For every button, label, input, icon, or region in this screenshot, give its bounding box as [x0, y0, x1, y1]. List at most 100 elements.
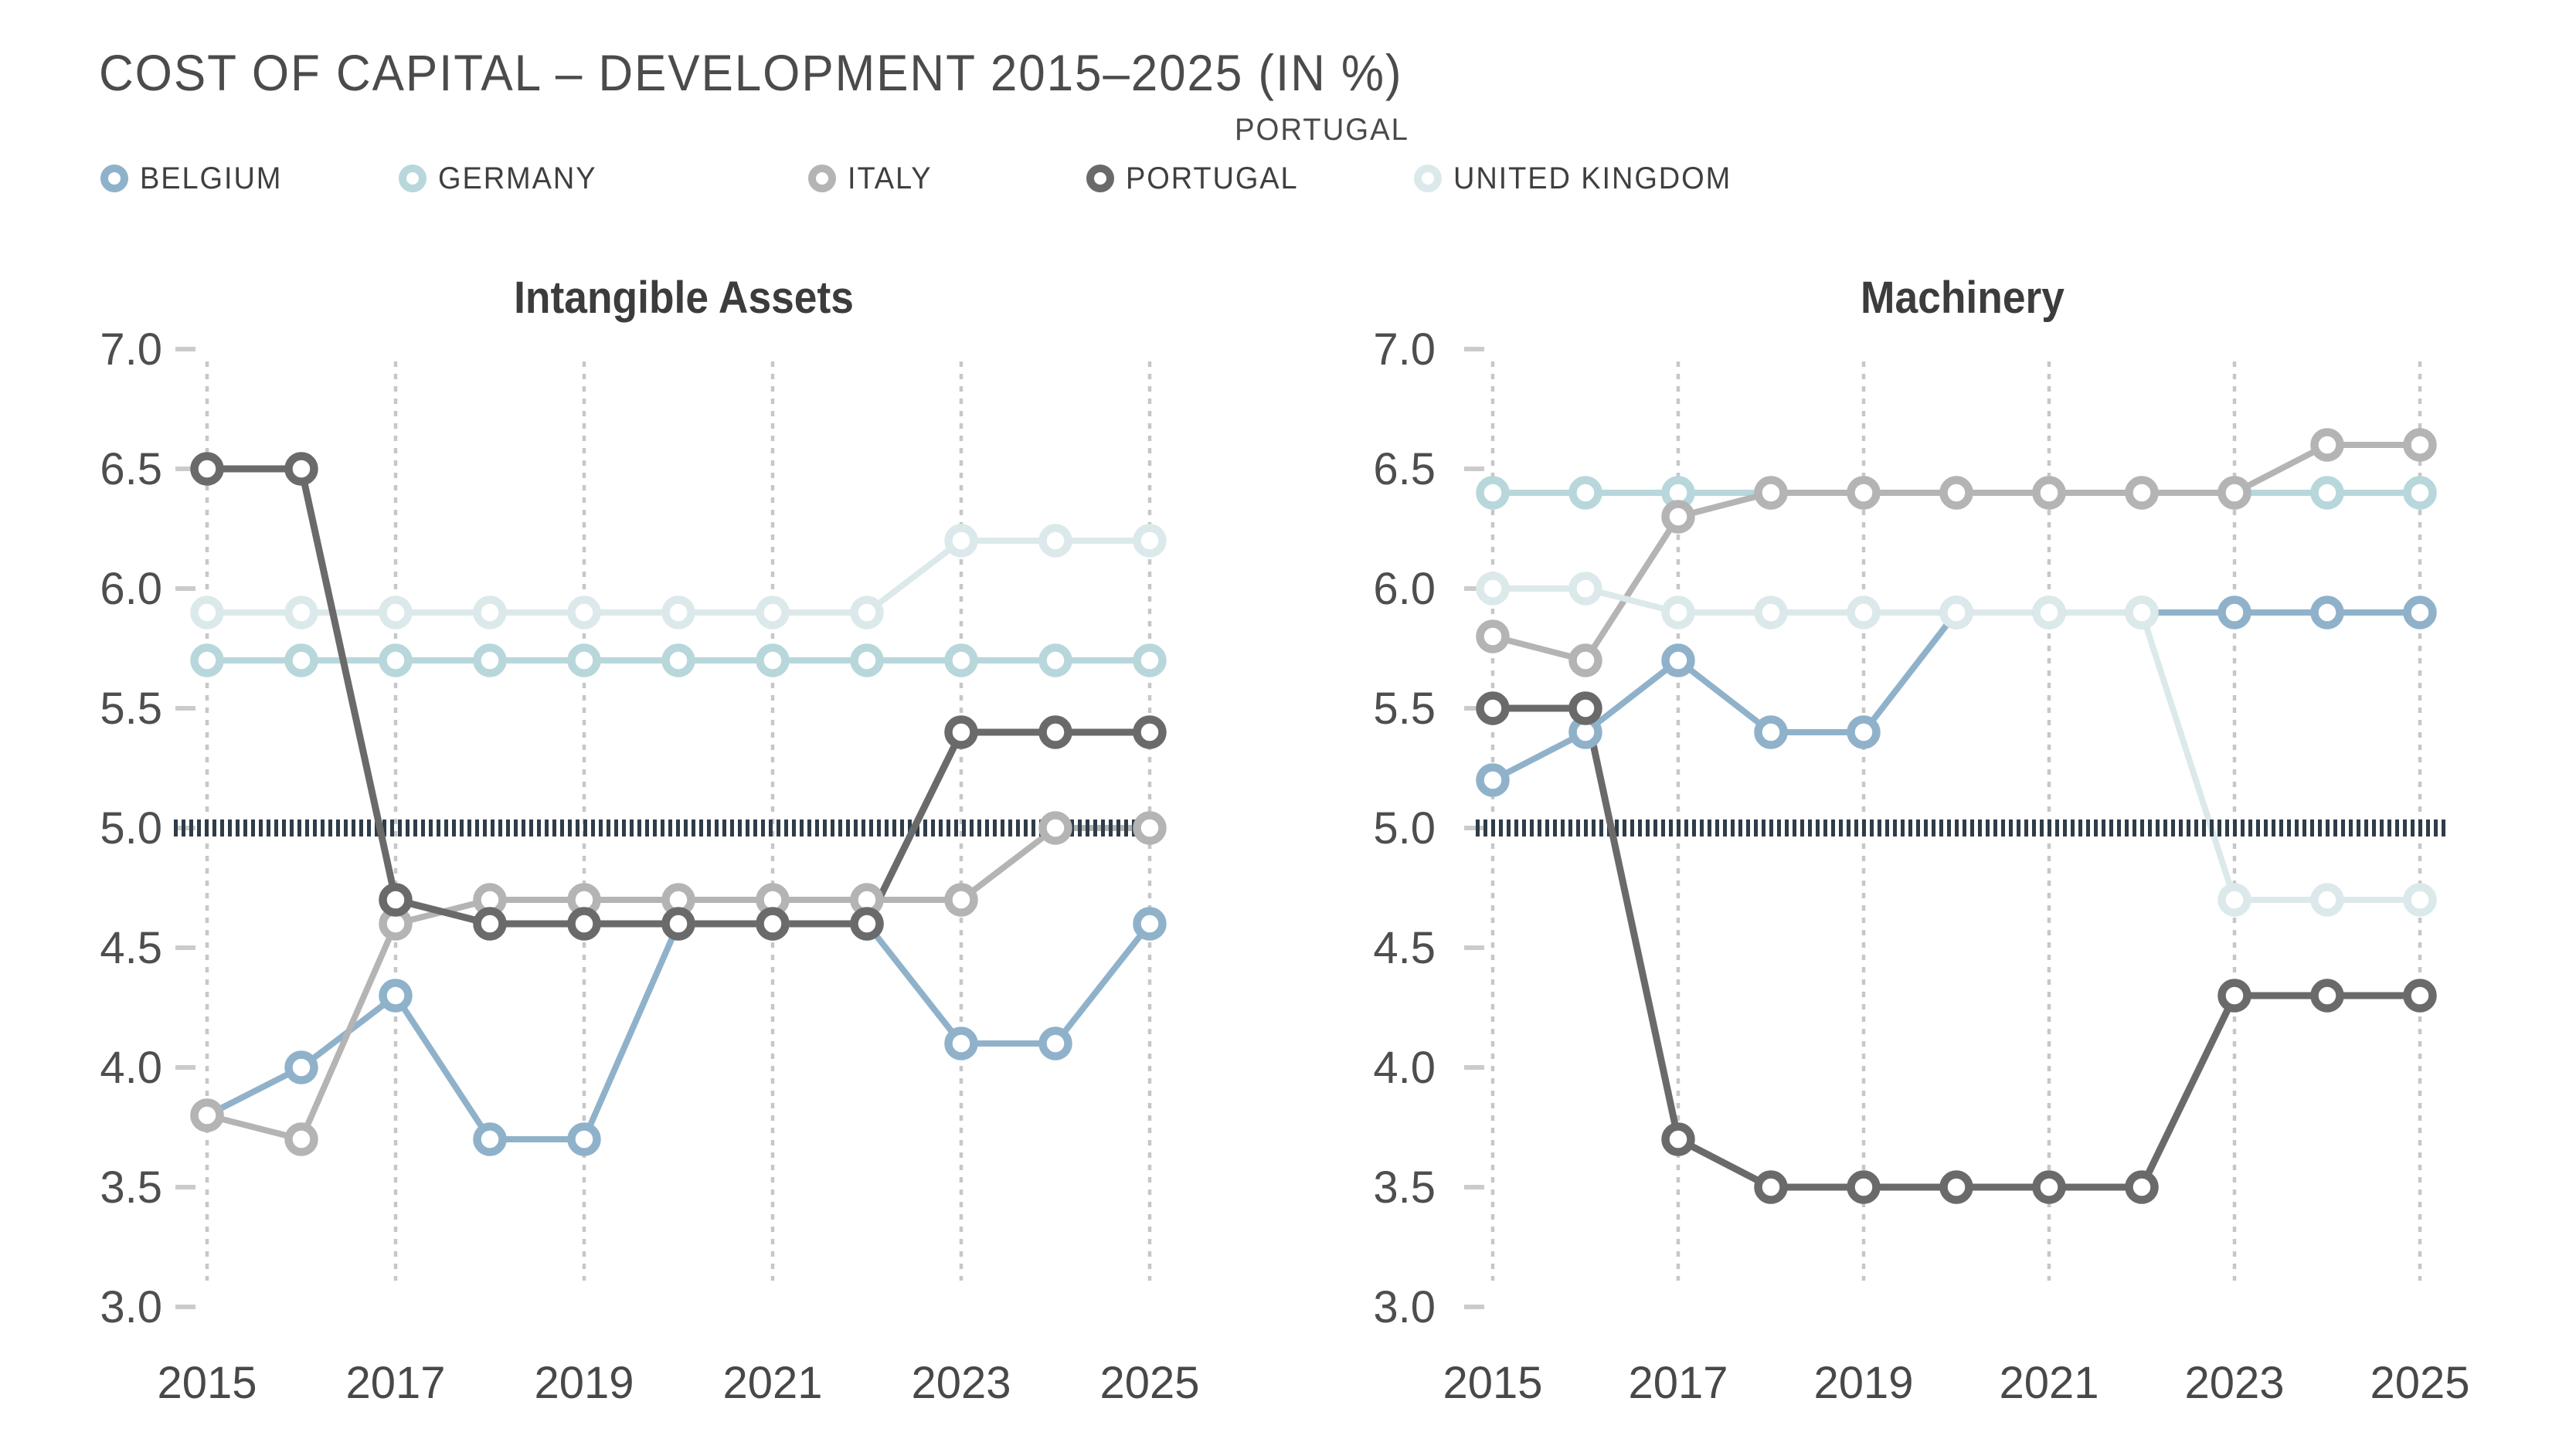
- series-points-belgium[interactable]: [190, 907, 1167, 1156]
- point-portugal-2016[interactable]: [1568, 691, 1602, 725]
- point-italy-2022[interactable]: [2125, 476, 2159, 510]
- point-italy-2019[interactable]: [1847, 476, 1881, 510]
- point-germany-2023[interactable]: [944, 643, 978, 677]
- series-line-portugal[interactable]: [1489, 704, 2424, 1191]
- point-portugal-2019[interactable]: [1847, 1170, 1881, 1204]
- series-line-italy[interactable]: [204, 825, 1153, 1142]
- point-united-kingdom-2015[interactable]: [190, 596, 224, 629]
- point-portugal-2016[interactable]: [284, 452, 318, 486]
- legend-item-united-kingdom[interactable]: UNITED KINGDOM: [1414, 158, 1746, 199]
- point-portugal-2025[interactable]: [1133, 715, 1167, 749]
- point-italy-2025[interactable]: [2403, 428, 2437, 462]
- series-line-belgium[interactable]: [1490, 609, 2423, 783]
- point-portugal-2015[interactable]: [190, 452, 224, 486]
- point-united-kingdom-2019[interactable]: [567, 596, 601, 629]
- point-portugal-2021[interactable]: [756, 907, 790, 941]
- point-italy-2021[interactable]: [2032, 476, 2066, 510]
- legend-item-italy[interactable]: ITALY: [808, 158, 936, 199]
- point-united-kingdom-2021[interactable]: [756, 596, 790, 629]
- point-united-kingdom-2017[interactable]: [379, 596, 413, 629]
- point-portugal-2022[interactable]: [850, 907, 884, 941]
- point-portugal-2015[interactable]: [1476, 691, 1510, 725]
- point-belgium-2018[interactable]: [473, 1122, 507, 1156]
- point-italy-2023[interactable]: [2217, 476, 2251, 510]
- point-italy-2025[interactable]: [1133, 811, 1167, 845]
- point-germany-2015[interactable]: [1476, 476, 1510, 510]
- point-germany-2025[interactable]: [2403, 476, 2437, 510]
- point-germany-2022[interactable]: [850, 643, 884, 677]
- series-points-portugal[interactable]: [190, 452, 1167, 941]
- point-portugal-2022[interactable]: [2125, 1170, 2159, 1204]
- point-united-kingdom-2015[interactable]: [1476, 572, 1510, 606]
- point-united-kingdom-2022[interactable]: [850, 596, 884, 629]
- series-points-italy[interactable]: [190, 811, 1167, 1156]
- point-united-kingdom-2025[interactable]: [2403, 883, 2437, 917]
- point-germany-2021[interactable]: [756, 643, 790, 677]
- point-united-kingdom-2021[interactable]: [2032, 596, 2066, 629]
- series-points-united-kingdom[interactable]: [190, 524, 1167, 629]
- point-portugal-2017[interactable]: [379, 883, 413, 917]
- point-united-kingdom-2024[interactable]: [2310, 883, 2344, 917]
- point-germany-2016[interactable]: [1568, 476, 1602, 510]
- series-line-united-kingdom[interactable]: [1490, 585, 2423, 903]
- point-united-kingdom-2020[interactable]: [1939, 596, 1973, 629]
- point-united-kingdom-2023[interactable]: [2217, 883, 2251, 917]
- point-germany-2016[interactable]: [284, 643, 318, 677]
- point-belgium-2019[interactable]: [567, 1122, 601, 1156]
- point-italy-2023[interactable]: [944, 883, 978, 917]
- point-germany-2020[interactable]: [661, 643, 695, 677]
- point-portugal-2020[interactable]: [1939, 1170, 1973, 1204]
- point-portugal-2019[interactable]: [567, 907, 601, 941]
- point-united-kingdom-2020[interactable]: [661, 596, 695, 629]
- point-italy-2016[interactable]: [284, 1122, 318, 1156]
- point-portugal-2023[interactable]: [944, 715, 978, 749]
- point-belgium-2023[interactable]: [2217, 596, 2251, 629]
- legend-item-germany[interactable]: GERMANY: [399, 158, 605, 199]
- point-belgium-2025[interactable]: [2403, 596, 2437, 629]
- point-portugal-2023[interactable]: [2217, 979, 2251, 1013]
- point-germany-2017[interactable]: [379, 643, 413, 677]
- series-points-germany[interactable]: [190, 643, 1167, 677]
- point-germany-2015[interactable]: [190, 643, 224, 677]
- point-belgium-2018[interactable]: [1754, 715, 1788, 749]
- point-italy-2024[interactable]: [2310, 428, 2344, 462]
- point-belgium-2019[interactable]: [1847, 715, 1881, 749]
- point-italy-2016[interactable]: [1568, 643, 1602, 677]
- series-points-italy[interactable]: [1476, 428, 2437, 677]
- point-united-kingdom-2017[interactable]: [1661, 596, 1695, 629]
- point-portugal-2024[interactable]: [1038, 715, 1072, 749]
- point-belgium-2017[interactable]: [1661, 643, 1695, 677]
- point-portugal-2018[interactable]: [473, 907, 507, 941]
- point-italy-2024[interactable]: [1038, 811, 1072, 845]
- point-united-kingdom-2022[interactable]: [2125, 596, 2159, 629]
- point-germany-2019[interactable]: [567, 643, 601, 677]
- point-united-kingdom-2025[interactable]: [1133, 524, 1167, 558]
- point-belgium-2025[interactable]: [1133, 907, 1167, 941]
- point-belgium-2023[interactable]: [944, 1027, 978, 1060]
- point-germany-2024[interactable]: [2310, 476, 2344, 510]
- point-united-kingdom-2016[interactable]: [1568, 572, 1602, 606]
- point-portugal-2025[interactable]: [2403, 979, 2437, 1013]
- point-italy-2018[interactable]: [1754, 476, 1788, 510]
- point-portugal-2017[interactable]: [1661, 1122, 1695, 1156]
- point-portugal-2021[interactable]: [2032, 1170, 2066, 1204]
- series-line-portugal[interactable]: [203, 465, 1154, 928]
- legend-item-belgium[interactable]: BELGIUM: [100, 158, 290, 199]
- point-united-kingdom-2018[interactable]: [473, 596, 507, 629]
- point-united-kingdom-2024[interactable]: [1038, 524, 1072, 558]
- point-italy-2020[interactable]: [1939, 476, 1973, 510]
- series-points-portugal[interactable]: [1476, 691, 2437, 1204]
- point-italy-2015[interactable]: [190, 1098, 224, 1132]
- point-italy-2015[interactable]: [1476, 619, 1510, 653]
- point-united-kingdom-2016[interactable]: [284, 596, 318, 629]
- legend-item-portugal[interactable]: PORTUGAL: [1086, 158, 1307, 199]
- point-belgium-2017[interactable]: [379, 979, 413, 1013]
- point-belgium-2016[interactable]: [284, 1050, 318, 1084]
- point-italy-2017[interactable]: [1661, 500, 1695, 534]
- point-united-kingdom-2019[interactable]: [1847, 596, 1881, 629]
- point-germany-2024[interactable]: [1038, 643, 1072, 677]
- point-portugal-2018[interactable]: [1754, 1170, 1788, 1204]
- point-portugal-2024[interactable]: [2310, 979, 2344, 1013]
- point-germany-2018[interactable]: [473, 643, 507, 677]
- point-germany-2025[interactable]: [1133, 643, 1167, 677]
